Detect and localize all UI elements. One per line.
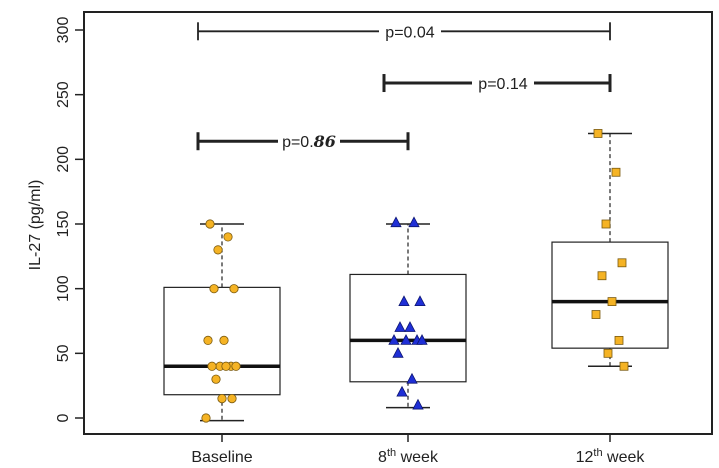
data-point <box>219 335 229 345</box>
sig-label-bg <box>472 72 534 95</box>
data-point <box>601 219 611 229</box>
data-point <box>611 167 621 177</box>
data-point <box>408 216 420 228</box>
data-point <box>414 295 426 307</box>
y-tick-label: 0 <box>55 413 72 422</box>
data-point <box>205 219 215 229</box>
sig-label: p=0.14 <box>478 76 527 93</box>
data-point <box>593 129 603 138</box>
data-point <box>617 258 627 268</box>
data-point <box>607 297 617 307</box>
data-point <box>231 361 241 371</box>
boxes <box>163 132 669 422</box>
data-point <box>416 334 428 345</box>
box-iqr <box>551 241 669 349</box>
sig-label: p=0.86 <box>282 132 336 151</box>
y-tick-label: 50 <box>55 344 72 362</box>
data-point <box>406 372 418 384</box>
data-point <box>203 335 213 345</box>
y-tick-label: 150 <box>55 211 72 238</box>
sig-label: p=0.04 <box>385 24 434 41</box>
x-tick-label: 8th week <box>378 447 439 466</box>
data-point <box>591 310 601 319</box>
data-point <box>412 398 424 410</box>
data-point <box>614 335 624 345</box>
data-point <box>392 346 404 358</box>
data-point <box>217 393 227 404</box>
data-point <box>209 284 219 294</box>
y-tick-label: 200 <box>55 146 72 173</box>
data-point <box>619 361 629 371</box>
x-axis: Baseline 8th week 12th week <box>191 434 645 466</box>
data-point <box>388 334 400 345</box>
data-point <box>227 393 237 404</box>
significance-annotations: p=0.86 p=0.14 p=0.04 <box>196 20 612 153</box>
data-point <box>211 374 221 384</box>
data-point <box>404 321 416 332</box>
x-tick-label: Baseline <box>191 449 252 466</box>
y-axis: 0 50 100 150 200 250 300 <box>55 17 84 422</box>
y-tick-label: 250 <box>55 81 72 108</box>
data-point <box>223 232 233 242</box>
x-tick-label: 12th week <box>576 447 646 466</box>
data-point <box>394 321 406 332</box>
data-point <box>201 413 211 423</box>
y-axis-label: IL-27 (pg/ml) <box>27 180 44 271</box>
y-tick-label: 100 <box>55 275 72 302</box>
sig-label-bg <box>379 20 441 43</box>
plot-frame <box>83 11 713 435</box>
data-point <box>229 284 239 294</box>
sig-label-bg <box>278 130 340 153</box>
data-point <box>390 216 402 228</box>
data-point <box>400 334 412 345</box>
data-point <box>398 295 410 307</box>
data-point <box>396 385 408 397</box>
data-point <box>597 271 607 281</box>
data-points <box>201 129 629 423</box>
data-point <box>207 361 217 371</box>
data-point <box>603 348 613 358</box>
y-tick-label: 300 <box>55 17 72 44</box>
data-point <box>221 361 231 371</box>
data-point <box>213 245 223 255</box>
